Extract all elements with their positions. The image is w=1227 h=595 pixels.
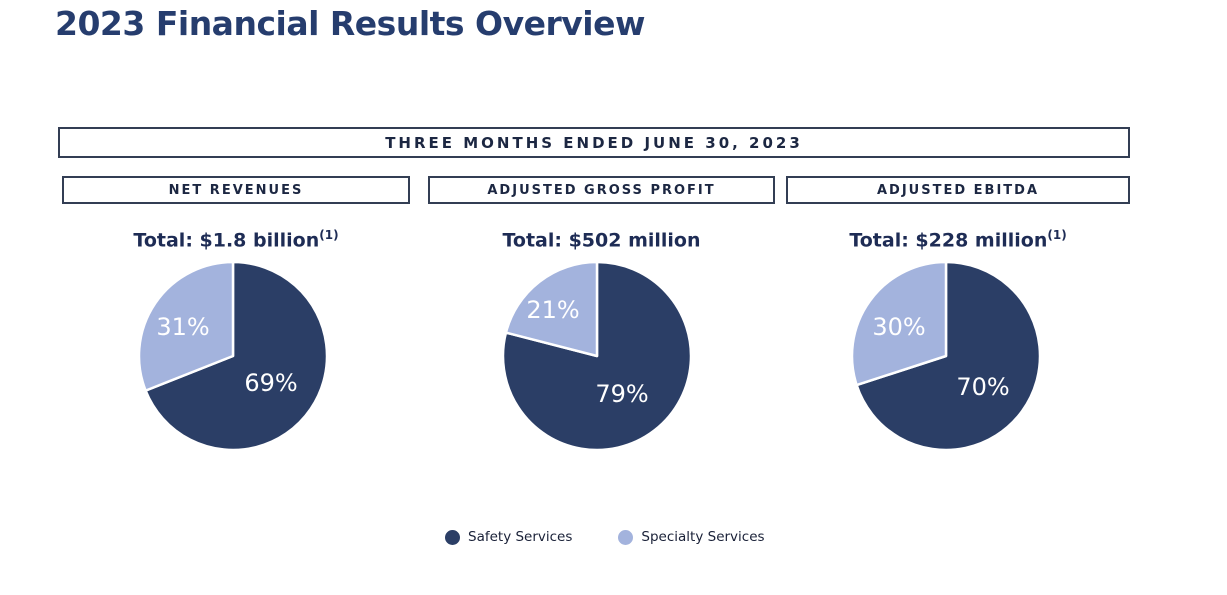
adjusted-ebitda-pie-chart: 70% 30%: [850, 260, 1042, 452]
pie-percent-label: 31%: [156, 313, 209, 341]
pie-percent-label: 21%: [526, 296, 579, 324]
pie-percent-label: 79%: [595, 380, 648, 408]
safety-services-swatch-icon: [445, 529, 460, 545]
adjusted-ebitda-total-label: Total: $228 million: [849, 229, 1048, 252]
net-revenues-total-label: Total: $1.8 billion: [133, 229, 320, 252]
pie-slice-safety-services: [501, 260, 693, 452]
adjusted-ebitda-header-label: ADJUSTED EBITDA: [876, 182, 1040, 198]
pie-percent-label: 69%: [244, 369, 297, 397]
pie-percent-label: 30%: [872, 313, 925, 341]
net-revenues-pie-chart: 69% 31%: [137, 260, 329, 452]
legend-item-specialty-services: Specialty Services: [618, 529, 765, 545]
pie-slice-safety-services: [144, 260, 329, 452]
pie-slice-safety-services: [855, 260, 1042, 452]
chart-legend: Safety Services Specialty Services: [445, 529, 765, 545]
net-revenues-total: Total: $1.8 billion(1): [62, 228, 410, 251]
page-title: 2023 Financial Results Overview: [55, 4, 645, 43]
adjusted-ebitda-header: ADJUSTED EBITDA: [786, 176, 1130, 204]
footnote-marker: (1): [1047, 228, 1067, 242]
adjusted-gross-profit-section: ADJUSTED GROSS PROFIT Total: $502 millio…: [428, 176, 775, 251]
pie-percent-label: 70%: [956, 373, 1009, 401]
legend-item-safety-services: Safety Services: [445, 529, 572, 545]
net-revenues-header-label: NET REVENUES: [168, 182, 304, 198]
specialty-services-swatch-icon: [618, 529, 634, 545]
adjusted-ebitda-section: ADJUSTED EBITDA Total: $228 million(1): [786, 176, 1130, 251]
period-banner-label: THREE MONTHS ENDED JUNE 30, 2023: [385, 133, 803, 152]
net-revenues-header: NET REVENUES: [62, 176, 410, 204]
adjusted-gross-profit-header: ADJUSTED GROSS PROFIT: [428, 176, 775, 204]
adjusted-gross-profit-total-label: Total: $502 million: [502, 229, 701, 252]
adjusted-gross-profit-total: Total: $502 million: [428, 228, 775, 251]
adjusted-ebitda-total: Total: $228 million(1): [786, 228, 1130, 251]
legend-label: Specialty Services: [641, 529, 765, 545]
legend-label: Safety Services: [468, 529, 573, 545]
pie-slice-specialty-services: [850, 260, 948, 387]
pie-slice-specialty-services: [137, 260, 235, 392]
pie-slice-specialty-services: [504, 260, 599, 358]
adjusted-gross-profit-pie-chart: 79% 21%: [501, 260, 693, 452]
net-revenues-section: NET REVENUES Total: $1.8 billion(1): [62, 176, 410, 251]
period-banner: THREE MONTHS ENDED JUNE 30, 2023: [58, 127, 1130, 158]
footnote-marker: (1): [319, 228, 339, 242]
adjusted-gross-profit-header-label: ADJUSTED GROSS PROFIT: [487, 182, 716, 198]
